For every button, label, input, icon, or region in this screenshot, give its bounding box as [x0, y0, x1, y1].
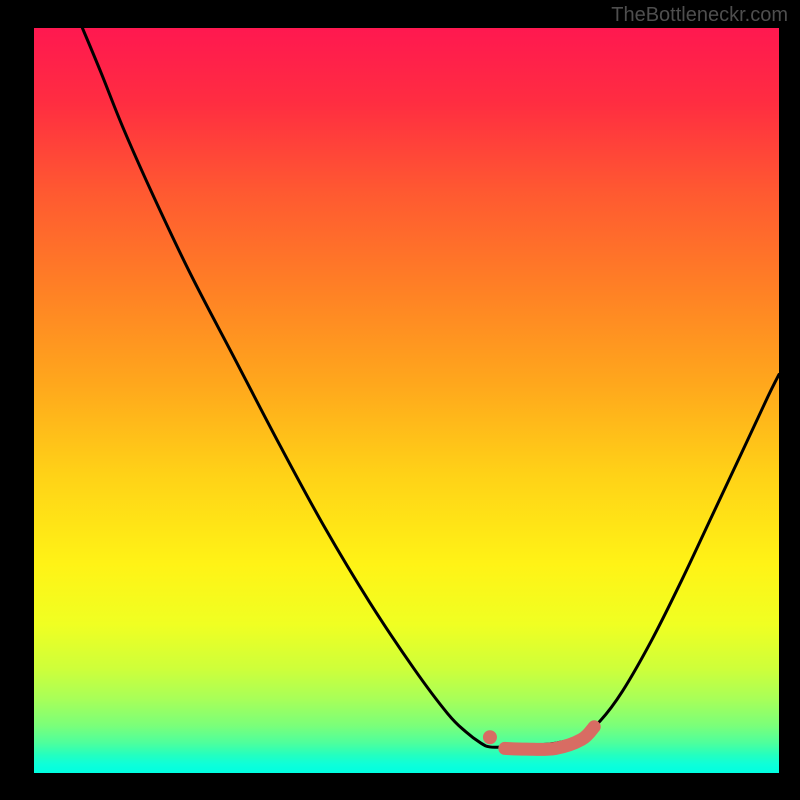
chart-container [34, 28, 779, 773]
attribution-text: TheBottleneckr.com [611, 4, 788, 27]
highlight-dot [483, 730, 497, 744]
bottleneck-chart [34, 28, 779, 773]
chart-background [34, 28, 779, 773]
